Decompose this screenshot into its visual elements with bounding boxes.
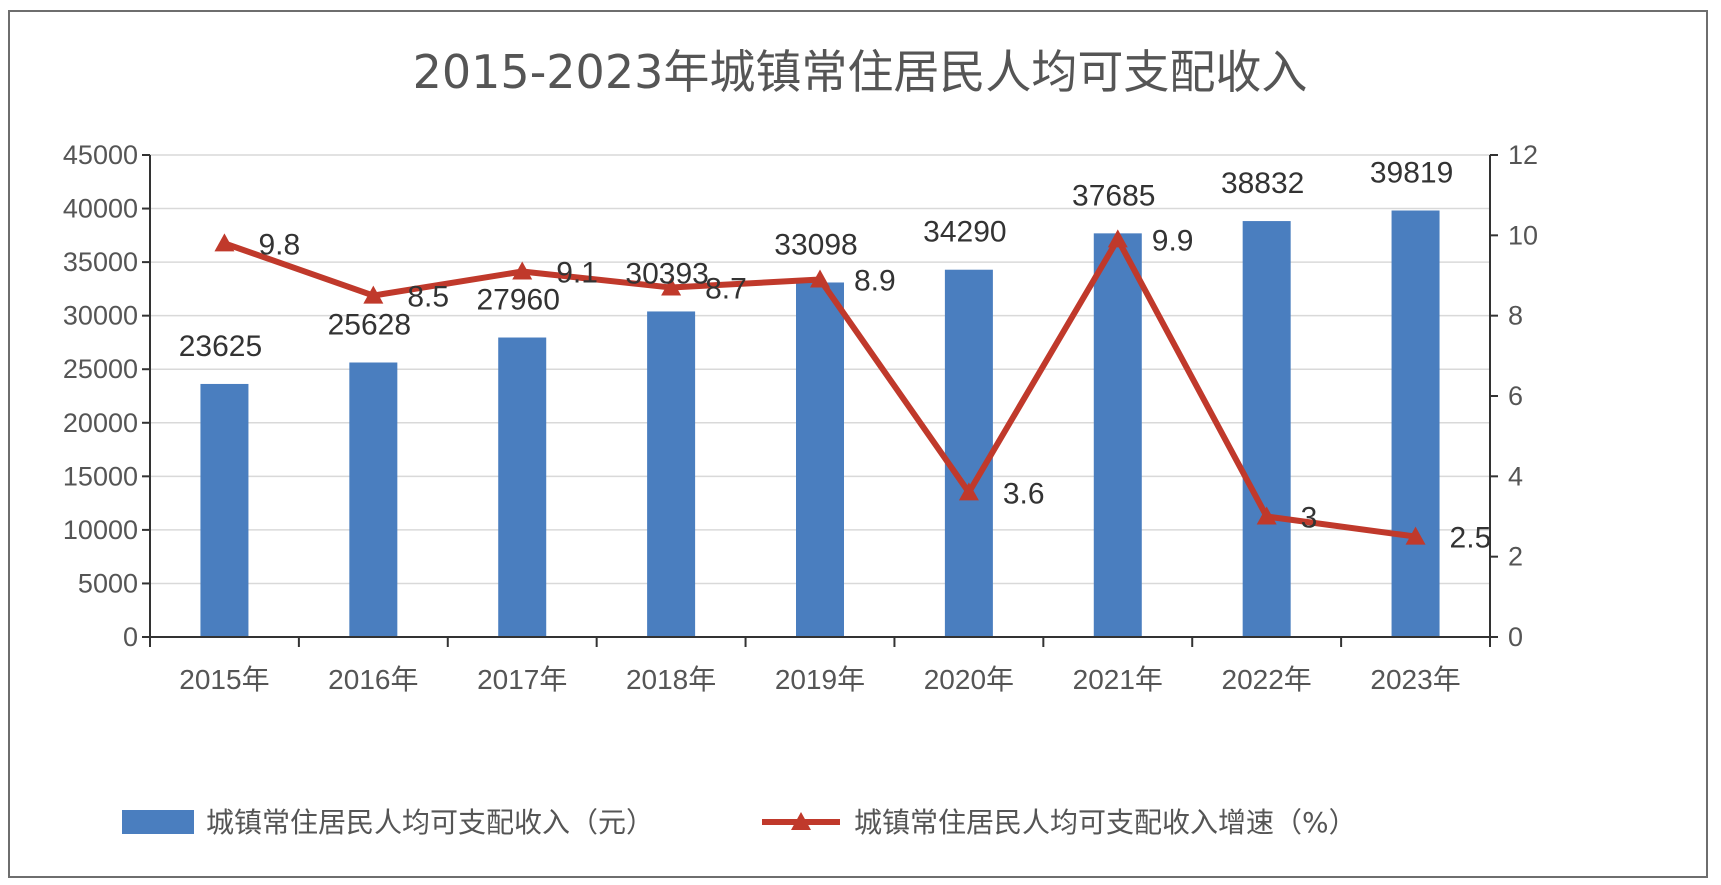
line-value-label: 9.8 [258, 228, 300, 261]
left-axis-tick-label: 15000 [63, 461, 138, 491]
bar [498, 337, 547, 637]
line-value-label: 2.5 [1450, 522, 1492, 555]
legend: 城镇常住居民人均可支配收入（元） 城镇常住居民人均可支配收入增速（%） [122, 806, 1357, 839]
left-axis-tick-label: 0 [123, 622, 138, 652]
left-axis-tick-label: 35000 [63, 247, 138, 277]
line-point [810, 269, 830, 288]
left-axis-tick-label: 25000 [63, 354, 138, 384]
right-axis-tick-label: 0 [1508, 622, 1523, 652]
right-axis-tick-label: 4 [1508, 461, 1523, 491]
bar-value-label: 23625 [179, 330, 262, 363]
axes: 0 5000 10000 15000 20000 25000 30000 35000 40000… [63, 140, 1538, 695]
line-point [661, 277, 682, 296]
bar [349, 362, 398, 637]
x-axis-tick-label: 2016年 [328, 664, 418, 695]
line-point [1107, 229, 1128, 248]
left-axis-tick-label: 20000 [63, 408, 138, 438]
bar-value-label: 27960 [477, 284, 560, 317]
line-value-label: 8.5 [407, 281, 449, 314]
bar [796, 282, 844, 637]
x-axis-tick-label: 2021年 [1073, 664, 1163, 695]
bar-value-label: 33098 [774, 228, 857, 261]
bar [647, 311, 696, 637]
x-axis-tick-label: 2023年 [1370, 664, 1460, 695]
x-axis-tick-label: 2020年 [924, 664, 1014, 695]
line-point [214, 233, 235, 252]
chart-title: 2015-2023年城镇常住居民人均可支配收入 [413, 45, 1308, 99]
line-series [214, 229, 1426, 545]
line-value-label: 3 [1301, 502, 1318, 535]
left-axis-tick-label: 45000 [63, 140, 138, 170]
x-axis-tick-label: 2017年 [477, 664, 567, 695]
bar [1093, 233, 1142, 637]
line-point [363, 285, 384, 304]
legend-bar-swatch [122, 810, 194, 834]
legend-bar-label: 城镇常住居民人均可支配收入（元） [206, 806, 654, 839]
bar-value-label: 38832 [1221, 167, 1304, 200]
bar-value-label: 30393 [625, 257, 708, 290]
bar-value-label: 37685 [1072, 179, 1155, 212]
right-axis-tick-label: 10 [1508, 220, 1538, 250]
bar-value-label: 25628 [328, 308, 411, 341]
line-value-label: 9.9 [1152, 224, 1194, 257]
x-axis-tick-label: 2015年 [179, 664, 269, 695]
bar [1391, 210, 1440, 637]
left-axis-tick-label: 10000 [63, 515, 138, 545]
bar [200, 383, 249, 637]
bar-series [200, 210, 1440, 637]
line-point [958, 482, 979, 501]
right-axis-tick-label: 12 [1508, 140, 1538, 170]
x-axis-tick-label: 2019年 [775, 664, 865, 695]
left-axis-tick-label: 30000 [63, 301, 138, 331]
line-value-label: 8.7 [705, 273, 747, 306]
line-point [1405, 526, 1426, 545]
right-axis-tick-label: 2 [1508, 542, 1523, 572]
bar-value-label: 39819 [1370, 156, 1453, 189]
bar-value-label: 34290 [923, 216, 1006, 249]
left-axis-tick-label: 5000 [78, 568, 138, 598]
data-labels: 23625 25628 27960 30393 33098 34290 37685 38832… [179, 156, 1492, 554]
bar [1242, 221, 1291, 637]
bar [944, 269, 993, 637]
line-point [512, 261, 533, 280]
right-axis-tick-label: 6 [1508, 381, 1523, 411]
line-point [1256, 506, 1277, 525]
line-value-label: 8.9 [854, 265, 896, 298]
line-value-label: 3.6 [1003, 477, 1045, 510]
legend-line-label: 城镇常住居民人均可支配收入增速（%） [854, 806, 1357, 839]
legend-line-marker [791, 812, 811, 830]
x-axis-tick-label: 2022年 [1222, 664, 1312, 695]
right-axis-tick-label: 8 [1508, 301, 1523, 331]
left-axis-tick-label: 40000 [63, 194, 138, 224]
x-axis-tick-label: 2018年 [626, 664, 716, 695]
line-value-label: 9.1 [556, 256, 598, 289]
